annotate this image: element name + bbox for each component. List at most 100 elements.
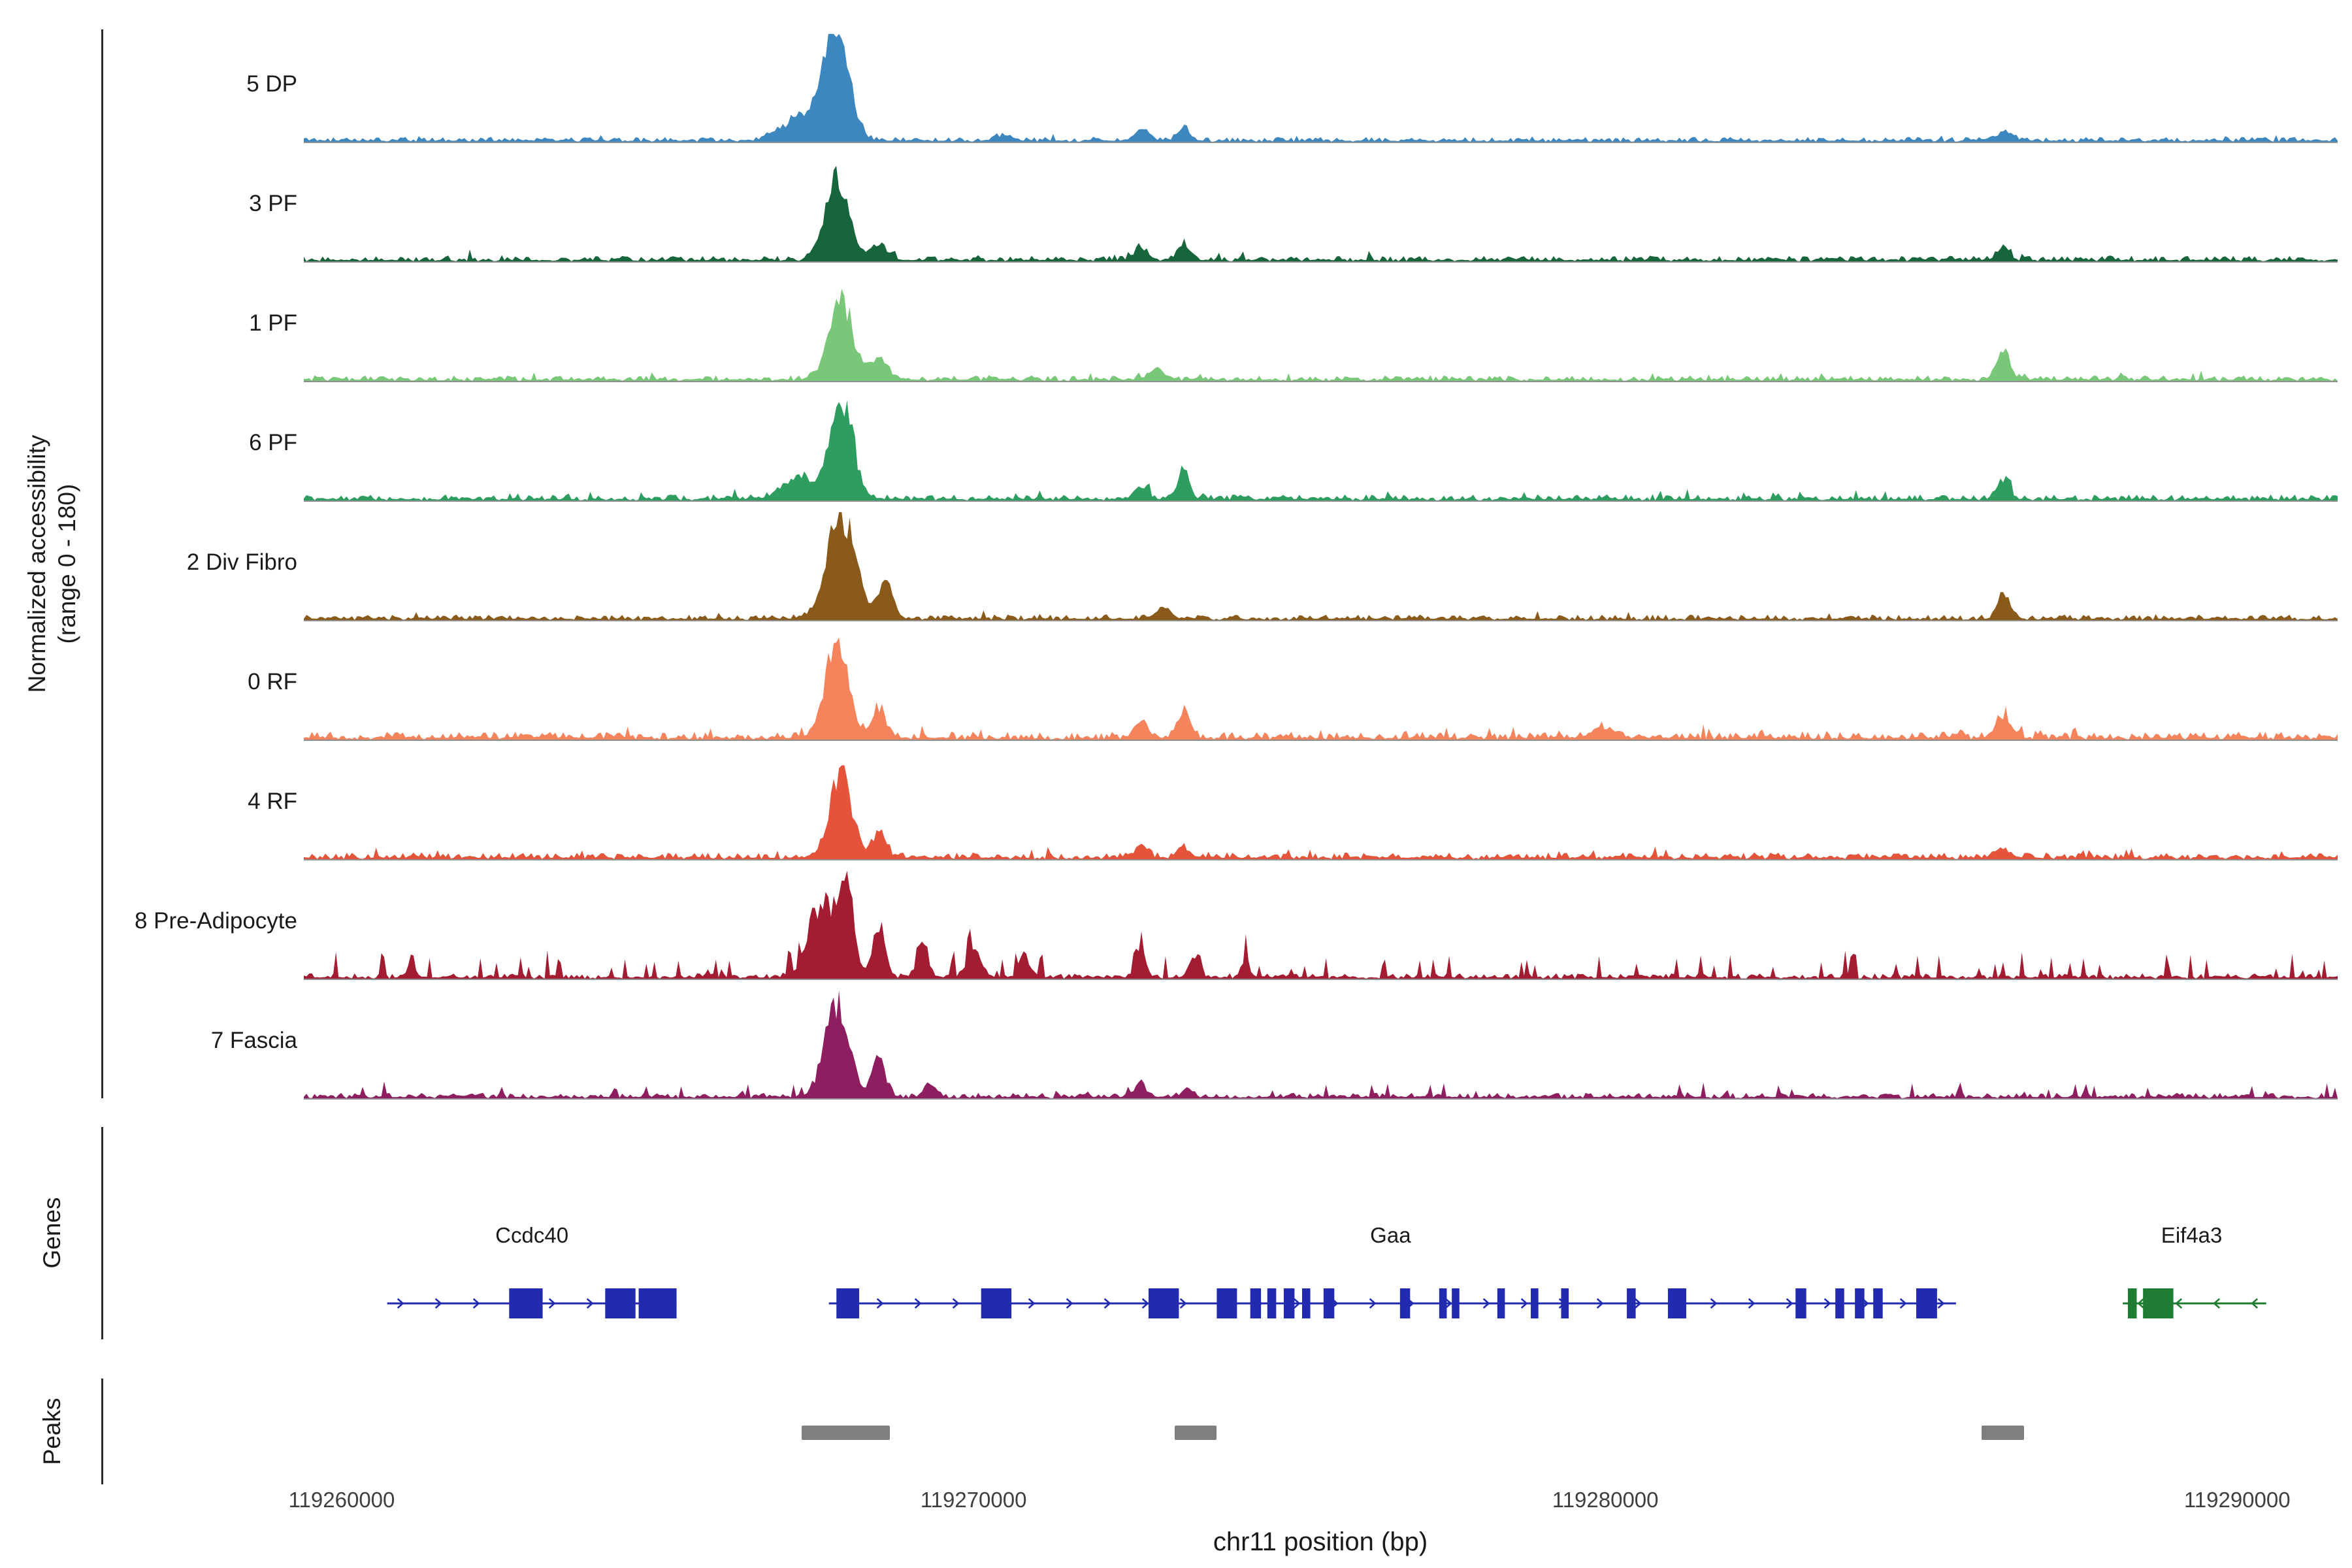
track-label: 5 DP: [246, 71, 297, 97]
strand-arrow-icon: [1103, 1298, 1111, 1309]
x-tick-label: 119280000: [1552, 1488, 1659, 1512]
x-tick-label: 119290000: [2183, 1488, 2291, 1512]
track-label: 4 RF: [248, 789, 297, 814]
gene-exon: [1283, 1288, 1295, 1318]
gene-exon: [1250, 1288, 1262, 1318]
genes-section-line: [101, 1127, 103, 1339]
strand-arrow-icon: [1634, 1298, 1642, 1309]
gene-exon: [605, 1288, 636, 1318]
track-label: 7 Fascia: [210, 1028, 297, 1053]
strand-arrow-icon: [1369, 1298, 1377, 1309]
gene-exon: [1301, 1288, 1311, 1318]
gene-name-label: Gaa: [1370, 1223, 1411, 1247]
track-baseline: [304, 859, 2338, 860]
strand-arrow-icon: [1937, 1298, 1945, 1309]
strand-arrow-icon: [952, 1298, 960, 1309]
gene-exon: [1217, 1288, 1237, 1318]
coverage-track-svg: [304, 870, 2338, 979]
strand-arrow-icon: [876, 1298, 884, 1309]
gene-exon: [1667, 1288, 1686, 1318]
track-baseline: [304, 620, 2338, 621]
gene-exon: [981, 1288, 1012, 1318]
gene-exon: [1531, 1288, 1539, 1318]
strand-arrow-icon: [1596, 1298, 1604, 1309]
strand-arrow-icon: [1445, 1298, 1452, 1309]
track-baseline: [304, 261, 2338, 263]
strand-arrow-icon: [1066, 1298, 1073, 1309]
track-baseline: [304, 979, 2338, 980]
track-baseline: [304, 1098, 2338, 1100]
x-tick-label: 119260000: [288, 1488, 395, 1512]
strand-arrow-icon: [1141, 1298, 1149, 1309]
track-baseline: [304, 500, 2338, 502]
coverage-track-svg: [304, 33, 2338, 142]
track-label: 2 Div Fibro: [186, 549, 297, 575]
track-label: 6 PF: [249, 430, 297, 455]
track-baseline: [304, 142, 2338, 143]
peak-region-bar: [802, 1426, 890, 1440]
gene-exon: [836, 1288, 860, 1318]
gene-exon: [1497, 1288, 1505, 1318]
strand-arrow-icon: [2137, 1298, 2145, 1309]
strand-arrow-icon: [586, 1298, 594, 1309]
gene-exon: [1148, 1288, 1179, 1318]
coverage-area: [304, 33, 2338, 142]
gene-exon: [1399, 1288, 1411, 1318]
strand-arrow-icon: [2175, 1298, 2183, 1309]
gene-exon: [1627, 1288, 1636, 1318]
track-label: 1 PF: [249, 310, 297, 336]
coverage-area: [304, 870, 2338, 979]
gene-exon: [1795, 1288, 1806, 1318]
track-baseline: [304, 740, 2338, 741]
strand-arrow-icon: [1520, 1298, 1528, 1309]
strand-arrow-icon: [914, 1298, 922, 1309]
gene-exon: [2143, 1288, 2174, 1318]
track-label: 0 RF: [248, 669, 297, 694]
strand-arrow-icon: [1179, 1298, 1187, 1309]
gene-exon: [1452, 1288, 1460, 1318]
strand-arrow-icon: [1293, 1298, 1301, 1309]
gene-exon: [1439, 1288, 1447, 1318]
gene-exon: [1835, 1288, 1844, 1318]
strand-arrow-icon: [472, 1298, 480, 1309]
gene-models-svg: [387, 1288, 2266, 1318]
strand-arrow-icon: [1823, 1298, 1831, 1309]
track-baseline: [304, 381, 2338, 382]
strand-arrow-icon: [397, 1298, 404, 1309]
gene-name-label: Ccdc40: [495, 1223, 569, 1247]
x-axis-title: chr11 position (bp): [1213, 1527, 1428, 1557]
gene-exon: [638, 1288, 677, 1318]
strand-arrow-icon: [1482, 1298, 1490, 1309]
accessibility-axis-line: [101, 29, 103, 1098]
track-label: 8 Pre-Adipocyte: [134, 908, 297, 934]
gene-name-label: Eif4a3: [2161, 1223, 2223, 1247]
strand-arrow-icon: [1786, 1298, 1793, 1309]
peak-region-bar: [1981, 1426, 2025, 1440]
peak-region-bar: [1174, 1426, 1217, 1440]
strand-arrow-icon: [1899, 1298, 1907, 1309]
strand-arrow-icon: [2251, 1298, 2259, 1309]
gene-exon: [1855, 1288, 1865, 1318]
strand-arrow-icon: [1028, 1298, 1036, 1309]
gene-exon: [509, 1288, 543, 1318]
strand-arrow-icon: [434, 1298, 442, 1309]
track-label: 3 PF: [249, 191, 297, 216]
gene-exon: [1916, 1288, 1937, 1318]
strand-arrow-icon: [2213, 1298, 2221, 1309]
strand-arrow-icon: [1710, 1298, 1718, 1309]
gene-exon: [1561, 1288, 1569, 1318]
gene-exon: [2127, 1288, 2137, 1318]
strand-arrow-icon: [1748, 1298, 1756, 1309]
gene-exon: [1267, 1288, 1277, 1318]
x-axis-title-text: chr11 position (bp): [1213, 1527, 1428, 1556]
x-tick-label: 119270000: [920, 1488, 1027, 1512]
gene-exon: [1323, 1288, 1335, 1318]
peaks-section-line: [101, 1379, 103, 1484]
gene-exon: [1873, 1288, 1883, 1318]
strand-arrow-icon: [548, 1298, 556, 1309]
